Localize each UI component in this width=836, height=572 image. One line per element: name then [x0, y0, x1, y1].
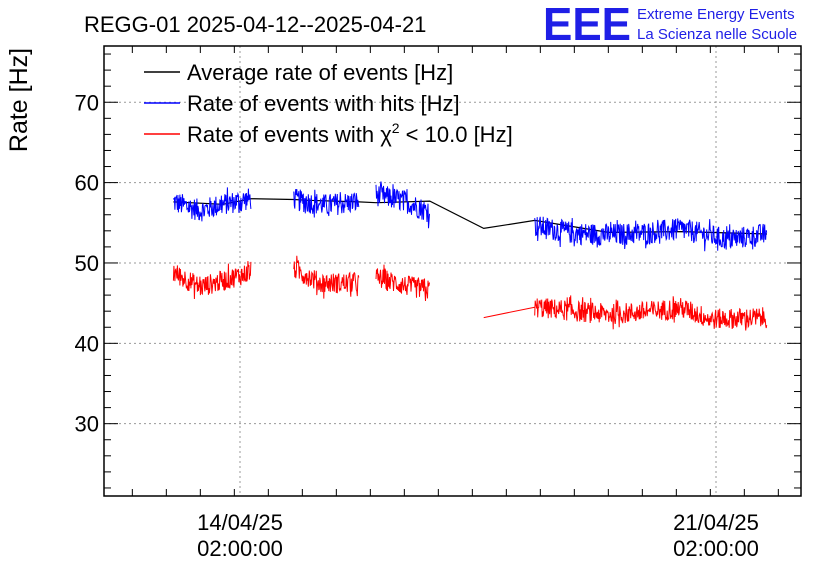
- y-tick-label: 30: [75, 412, 99, 437]
- legend-label-chi2: Rate of events with χ2 < 10.0 [Hz]: [187, 120, 513, 147]
- legend-label-hits: Rate of events with hits [Hz]: [187, 91, 460, 116]
- y-tick-label: 60: [75, 171, 99, 196]
- series-segment-chi2: [534, 295, 768, 331]
- x-tick-label-time: 02:00:00: [197, 536, 283, 561]
- y-axis-label: Rate [Hz]: [5, 48, 33, 152]
- eee-logo: EEE Extreme Energy Events La Scienza nel…: [543, 0, 797, 50]
- series-segment-chi2: [483, 306, 535, 319]
- legend: Average rate of events [Hz] Rate of event…: [144, 60, 513, 147]
- y-tick-label: 70: [75, 90, 99, 115]
- grid-lines: [104, 46, 801, 496]
- series-average: [173, 198, 768, 235]
- series-segment-hits: [293, 189, 360, 218]
- legend-label-average: Average rate of events [Hz]: [187, 60, 453, 85]
- series-layer: [172, 181, 768, 331]
- y-tick-label: 40: [75, 331, 99, 356]
- series-segment-hits: [375, 181, 430, 229]
- series-chi2: [172, 255, 768, 331]
- axes-box: [103, 45, 802, 497]
- series-segment-chi2: [375, 264, 430, 302]
- series-line-average: [173, 198, 768, 235]
- y-tick-labels: 30 40 50 60 70: [75, 90, 99, 436]
- series-segment-chi2: [172, 261, 252, 300]
- logo-line-2: La Scienza nelle Scuole: [637, 26, 797, 43]
- x-tick-label-date: 14/04/25: [197, 510, 283, 535]
- logo-line-1: Extreme Energy Events: [637, 6, 795, 23]
- series-segment-chi2: [293, 255, 360, 299]
- eee-logo-text: EEE: [543, 0, 631, 50]
- x-tick-label-time: 02:00:00: [673, 536, 759, 561]
- x-tick-label-date: 21/04/25: [673, 510, 759, 535]
- chart-title: REGG-01 2025-04-12--2025-04-21: [84, 12, 426, 37]
- plot-frame: [103, 45, 802, 497]
- y-tick-label: 50: [75, 251, 99, 276]
- series-segment-hits: [534, 216, 768, 252]
- series-segment-hits: [172, 187, 252, 222]
- series-hits: [172, 181, 768, 252]
